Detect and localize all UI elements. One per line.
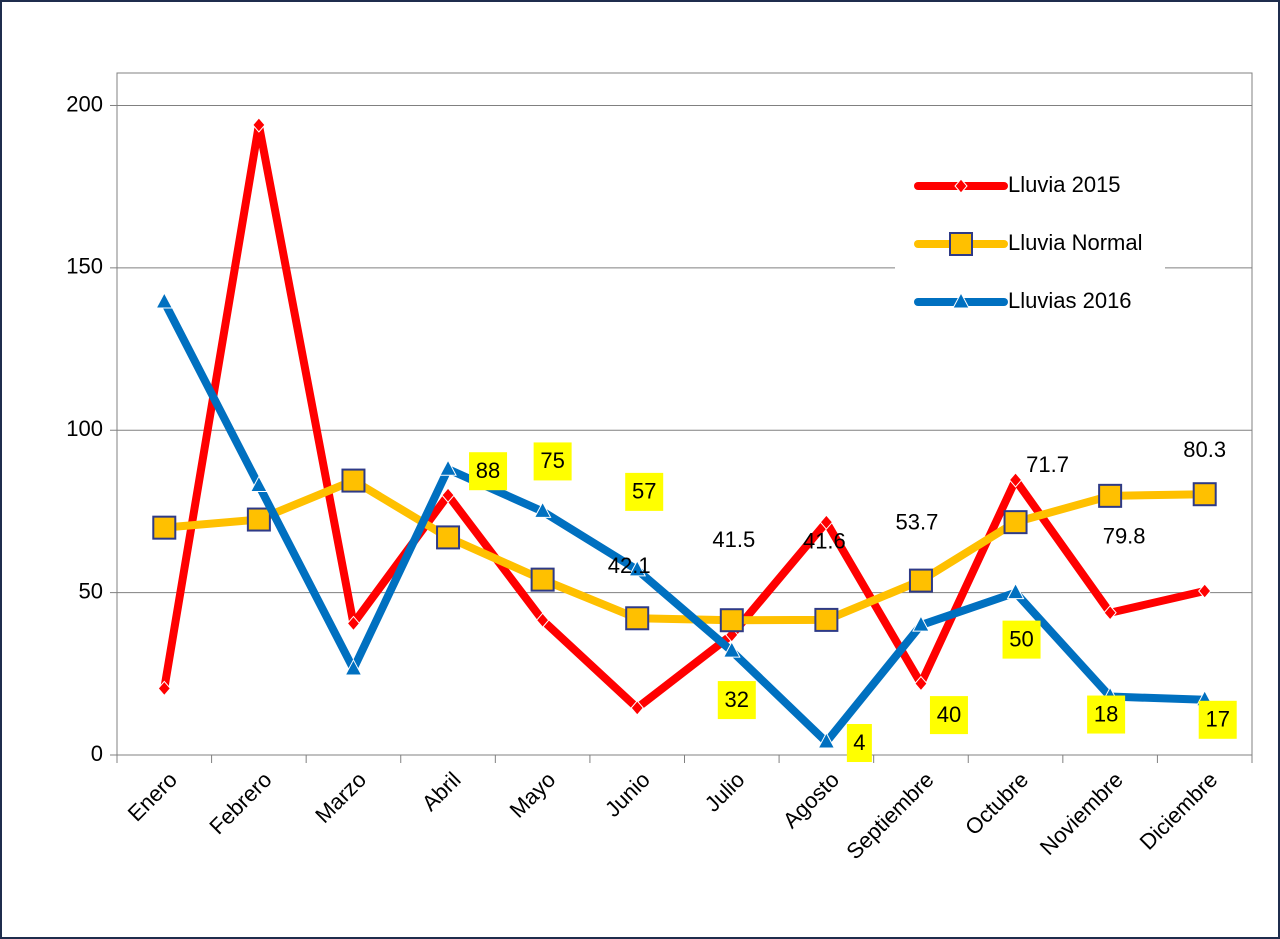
data-label: 80.3: [1183, 437, 1226, 462]
marker: [155, 291, 174, 309]
marker: [250, 475, 268, 492]
marker: [1098, 483, 1123, 508]
marker: [912, 615, 930, 632]
data-label: 75: [540, 448, 564, 473]
data-label-box: [929, 696, 968, 735]
y-tick-label: 0: [91, 741, 103, 766]
data-label: 41.5: [712, 527, 755, 552]
marker: [436, 525, 461, 550]
marker: [952, 291, 970, 309]
data-label: 17: [1205, 707, 1229, 732]
marker: [1006, 582, 1025, 600]
marker: [346, 615, 361, 632]
y-tick-label: 150: [66, 254, 103, 279]
marker: [1192, 482, 1217, 507]
data-label-box: [1002, 620, 1041, 659]
marker: [949, 232, 973, 256]
marker: [530, 567, 555, 592]
data-label: 88: [476, 458, 500, 483]
legend: Lluvia 2015 Lluvia Normal Lluvias 2016: [895, 158, 1165, 322]
marker: [628, 559, 647, 577]
marker: [246, 507, 271, 532]
marker: [441, 487, 455, 503]
marker: [1103, 604, 1117, 621]
y-tick-label: 50: [79, 578, 103, 603]
series: [155, 291, 1214, 749]
y-tick-label: 100: [66, 416, 103, 441]
data-label: 42.1: [608, 553, 651, 578]
series: [152, 468, 1217, 633]
marker: [1198, 583, 1212, 599]
marker: [252, 117, 266, 133]
marker: [625, 606, 650, 631]
marker: [344, 658, 363, 676]
data-label: 40: [937, 702, 961, 727]
data-label: 79.8: [1103, 524, 1146, 549]
marker: [719, 608, 744, 633]
marker: [817, 731, 836, 749]
series: [157, 117, 1212, 716]
marker: [819, 514, 834, 530]
data-label: 57: [632, 479, 656, 504]
data-label-box: [1087, 695, 1126, 734]
data-label-box: [1198, 700, 1237, 739]
marker: [535, 612, 550, 628]
legend-label: Lluvias 2016: [1008, 288, 1132, 313]
data-label: 4: [853, 730, 865, 755]
legend-label: Lluvia Normal: [1008, 230, 1143, 255]
data-label: 50: [1009, 626, 1033, 651]
marker: [814, 607, 839, 632]
data-label: 32: [725, 687, 749, 712]
line: [163, 476, 1205, 625]
marker: [630, 700, 644, 716]
data-label-box: [533, 442, 572, 481]
data-label: 18: [1094, 701, 1118, 726]
marker: [1008, 472, 1023, 488]
data-label: 71.7: [1026, 452, 1069, 477]
data-label-box: [717, 681, 756, 720]
data-label-box: [469, 452, 508, 491]
data-label-box: [846, 724, 872, 763]
marker: [533, 501, 552, 518]
legend-label: Lluvia 2015: [1008, 172, 1121, 197]
marker: [152, 515, 177, 540]
data-label: 41.6: [803, 529, 846, 554]
marker: [439, 459, 457, 476]
marker: [722, 641, 741, 658]
line: [160, 120, 1206, 712]
marker: [954, 178, 968, 194]
marker: [908, 568, 933, 593]
line: [160, 300, 1205, 747]
y-tick-label: 200: [66, 91, 103, 116]
marker: [1003, 510, 1028, 535]
data-label-box: [625, 472, 664, 511]
marker: [914, 675, 928, 692]
marker: [341, 468, 366, 493]
data-label: 53.7: [896, 509, 939, 534]
marker: [157, 680, 171, 697]
